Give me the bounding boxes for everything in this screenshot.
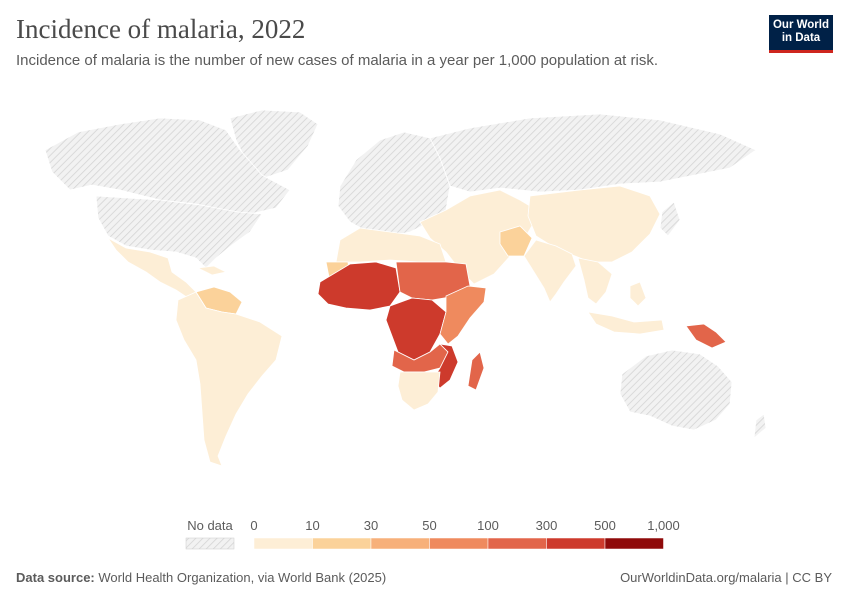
- legend-tick-label: 300: [536, 518, 558, 533]
- region-new-zealand[interactable]: [753, 413, 767, 439]
- legend-bin[interactable]: [253, 537, 313, 550]
- region-papua-new-guinea[interactable]: [685, 323, 727, 349]
- region-southeast-asia[interactable]: [577, 257, 613, 305]
- region-madagascar[interactable]: [467, 351, 485, 391]
- region-russia[interactable]: [429, 113, 757, 193]
- region-philippines[interactable]: [629, 281, 647, 307]
- logo-line-2: in Data: [781, 32, 821, 44]
- legend-bin[interactable]: [487, 537, 547, 550]
- legend-bin[interactable]: [429, 537, 489, 550]
- legend-tick-label: 0: [250, 518, 257, 533]
- legend-bin[interactable]: [604, 537, 664, 550]
- legend-no-data-swatch: [185, 537, 235, 550]
- region-india[interactable]: [523, 239, 577, 303]
- legend-bins: [253, 537, 664, 550]
- legend-no-data-label: No data: [187, 518, 233, 533]
- color-legend: No data 0 10 30 50 100 300 500 1,000: [185, 518, 680, 550]
- region-china[interactable]: [527, 185, 661, 263]
- chart-title: Incidence of malaria, 2022: [16, 14, 306, 44]
- legend-tick-label: 1,000: [647, 518, 680, 533]
- source-label: Data source:: [16, 570, 95, 585]
- region-southern-africa[interactable]: [397, 371, 441, 411]
- legend-tick-label: 10: [305, 518, 319, 533]
- chart-subtitle: Incidence of malaria is the number of ne…: [16, 52, 659, 69]
- logo-line-1: Our World: [772, 19, 829, 31]
- region-usa[interactable]: [95, 195, 263, 269]
- legend-bin[interactable]: [370, 537, 430, 550]
- legend-bin[interactable]: [312, 537, 372, 550]
- region-greenland[interactable]: [229, 109, 319, 179]
- footer-url[interactable]: OurWorldinData.org/malaria | CC BY: [620, 570, 832, 585]
- region-north-america-north[interactable]: [44, 117, 291, 215]
- legend-tick-label: 500: [594, 518, 616, 533]
- legend-tick-label: 100: [477, 518, 499, 533]
- legend-tick-label: 50: [422, 518, 436, 533]
- region-south-america[interactable]: [175, 291, 283, 467]
- region-indonesia[interactable]: [587, 311, 665, 335]
- region-australia[interactable]: [619, 349, 733, 431]
- legend-bin[interactable]: [546, 537, 606, 550]
- source-text[interactable]: World Health Organization, via World Ban…: [98, 570, 387, 585]
- legend-tick-label: 30: [364, 518, 378, 533]
- region-caribbean[interactable]: [196, 265, 228, 276]
- legend-ticks: 0 10 30 50 100 300 500 1,000: [250, 518, 679, 533]
- owid-logo[interactable]: Our World in Data: [769, 15, 833, 53]
- region-east-africa[interactable]: [439, 285, 487, 345]
- region-japan[interactable]: [659, 201, 681, 237]
- world-map: [44, 109, 767, 467]
- footer-source: Data source: World Health Organization, …: [16, 570, 386, 585]
